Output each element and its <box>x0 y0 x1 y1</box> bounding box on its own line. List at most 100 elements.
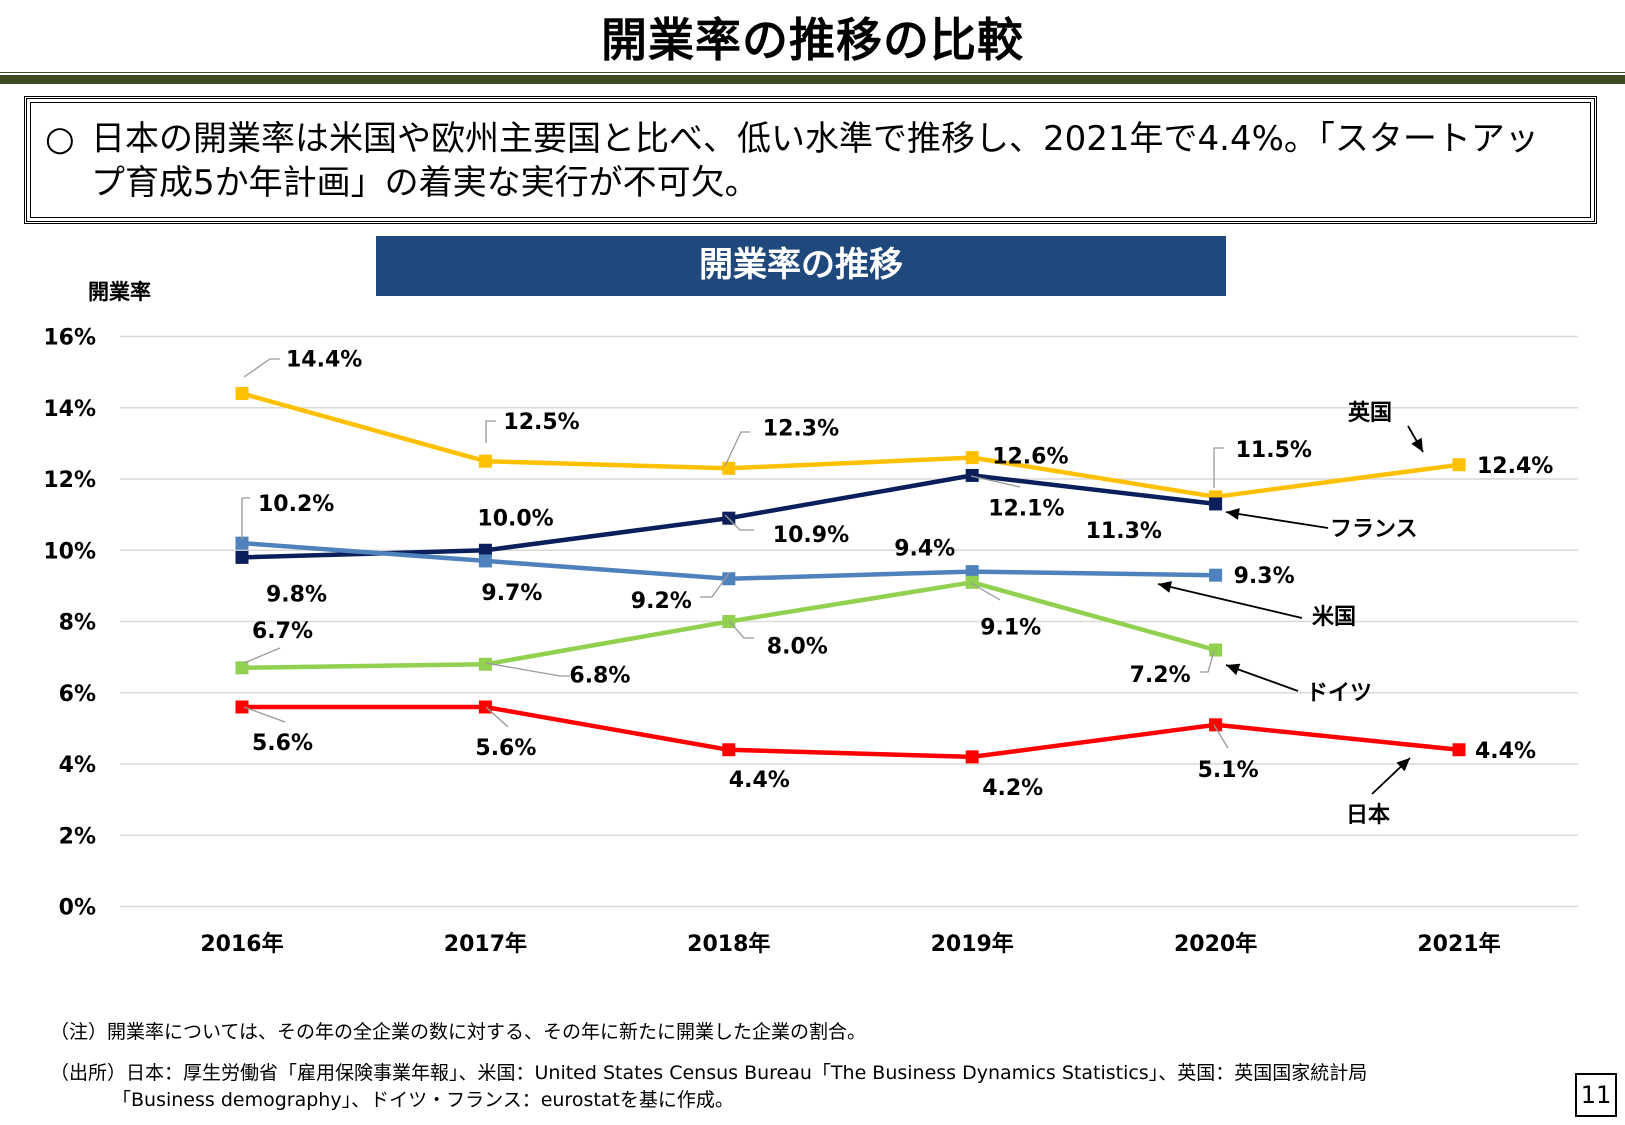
data-label: 12.6% <box>992 445 1068 470</box>
series-marker <box>478 657 492 671</box>
data-label: 4.2% <box>982 776 1043 801</box>
series-marker <box>1452 743 1466 757</box>
footnote-source-line1: （出所）日本：厚生労働省「雇用保険事業年報」、米国：United States … <box>50 1062 1368 1084</box>
series-marker <box>235 700 249 714</box>
leader-line <box>1200 650 1215 673</box>
data-label: 9.4% <box>894 537 955 562</box>
data-label: 10.9% <box>773 523 849 548</box>
series-marker <box>965 451 979 465</box>
title-rule <box>0 72 1625 84</box>
data-label: 7.2% <box>1130 663 1191 688</box>
series-line <box>242 704 1460 760</box>
leader-line <box>485 706 509 728</box>
data-label: 12.1% <box>988 496 1064 521</box>
leader-line <box>243 358 280 378</box>
series-marker <box>1452 458 1466 472</box>
series-name-label: フランス <box>1330 517 1418 542</box>
leader-line <box>485 420 496 443</box>
series-marker <box>965 468 979 482</box>
callout-arrow-head <box>1396 758 1410 772</box>
leader-line <box>724 431 750 467</box>
leader-line <box>243 647 281 664</box>
data-label: 12.3% <box>763 416 839 441</box>
data-label: 12.4% <box>1477 454 1553 479</box>
leader-line <box>728 620 754 639</box>
data-label: 11.5% <box>1236 438 1312 463</box>
page-number: 11 <box>1575 1073 1617 1117</box>
y-tick-label: 16% <box>43 326 96 351</box>
data-label: 14.4% <box>286 348 362 373</box>
y-tick-label: 4% <box>59 753 96 778</box>
summary-text: 日本の開業率は米国や欧州主要国と比べ、低い水準で推移し、2021年で4.4%。「… <box>91 119 1539 203</box>
y-tick-label: 8% <box>59 611 96 636</box>
series-marker <box>478 700 492 714</box>
series-line <box>241 391 1460 500</box>
leader-line <box>970 582 1001 601</box>
series-marker <box>722 461 736 475</box>
x-tick-label: 2016年 <box>200 931 283 957</box>
footnote-source-line2: 「Business demography」、ドイツ・フランス：eurostatを… <box>112 1089 734 1111</box>
series-marker <box>722 743 736 757</box>
series-name-label: 日本 <box>1346 803 1390 828</box>
series-marker <box>478 554 492 568</box>
data-label: 5.6% <box>252 731 313 756</box>
data-label: 5.6% <box>475 736 536 761</box>
data-label: 10.2% <box>258 492 334 517</box>
series-marker <box>722 572 736 586</box>
leader-line <box>241 497 250 540</box>
x-tick-label: 2019年 <box>931 931 1014 957</box>
data-label: 12.5% <box>503 410 579 435</box>
data-label: 8.0% <box>767 635 828 660</box>
leader-line <box>700 572 730 598</box>
callout-arrow-head <box>1411 437 1423 452</box>
data-label: 9.1% <box>980 615 1041 640</box>
y-tick-label: 12% <box>43 468 96 493</box>
series-marker <box>1209 718 1223 732</box>
data-label: 9.3% <box>1234 564 1295 589</box>
x-tick-label: 2018年 <box>687 931 770 957</box>
x-tick-label: 2020年 <box>1174 931 1257 957</box>
series-name-label: ドイツ <box>1306 681 1372 706</box>
callout-arrow-line <box>1157 583 1303 619</box>
leader-line <box>970 475 1021 488</box>
data-label: 9.2% <box>631 589 692 614</box>
series-marker <box>235 550 249 564</box>
summary-box: ○ 日本の開業率は米国や欧州主要国と比べ、低い水準で推移し、2021年で4.4%… <box>24 96 1597 224</box>
summary-bullet: ○ <box>45 119 75 159</box>
y-tick-label: 10% <box>43 539 96 564</box>
series-marker <box>965 750 979 764</box>
data-label: 4.4% <box>1475 739 1536 764</box>
x-tick-label: 2017年 <box>444 931 527 957</box>
page-title: 開業率の推移の比較 <box>601 13 1024 67</box>
series-marker <box>478 454 492 468</box>
series-marker <box>1209 643 1223 657</box>
leader-line <box>243 706 286 723</box>
data-label: 9.8% <box>266 582 327 607</box>
callout-arrow-head <box>1226 663 1241 676</box>
data-label: 10.0% <box>477 506 553 531</box>
series-marker <box>1209 497 1223 511</box>
series-name-label: 英国 <box>1348 401 1392 426</box>
data-label: 11.3% <box>1086 519 1162 544</box>
series-marker <box>478 543 492 557</box>
y-tick-label: 0% <box>59 896 96 921</box>
data-label: 9.7% <box>481 581 542 606</box>
data-label: 5.1% <box>1198 758 1259 783</box>
leader-line <box>485 662 570 677</box>
series-marker <box>1209 568 1223 582</box>
series-marker <box>965 565 979 579</box>
callout-arrow-head <box>1158 581 1172 593</box>
series-marker <box>235 387 249 400</box>
y-axis-title: 開業率 <box>88 280 151 304</box>
leader-line <box>1213 724 1229 749</box>
footnote-source: （出所）日本：厚生労働省「雇用保険事業年報」、米国：United States … <box>50 1060 1510 1114</box>
data-label: 6.8% <box>569 663 630 688</box>
series-name-label: 米国 <box>1312 605 1356 630</box>
callout-arrow-head <box>1226 508 1240 520</box>
leader-line <box>1213 447 1224 488</box>
footnote-note: （注）開業率については、その年の全企業の数に対する、その年に新たに開業した企業の… <box>50 1021 867 1043</box>
chart-title: 開業率の推移 <box>376 236 1226 296</box>
leader-line <box>724 514 754 531</box>
data-label: 6.7% <box>252 619 313 644</box>
